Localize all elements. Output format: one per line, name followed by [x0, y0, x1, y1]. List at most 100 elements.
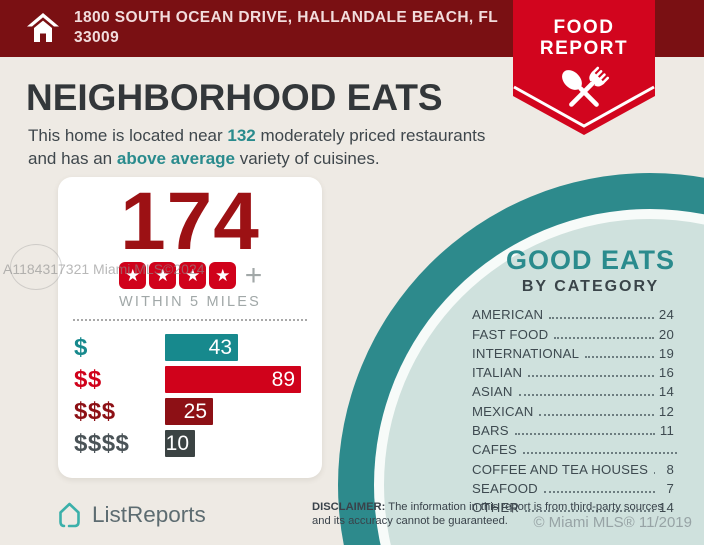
intro-post: variety of cuisines.	[235, 149, 380, 168]
dotted-leader	[543, 490, 655, 493]
disclaimer-label: DISCLAIMER:	[312, 501, 386, 513]
dotted-leader	[525, 510, 654, 513]
category-row: BARS 11	[472, 419, 674, 438]
category-value: 7	[666, 480, 674, 496]
mls-copyright: © Miami MLS® 11/2019	[533, 514, 692, 531]
dotted-leader	[522, 452, 677, 455]
address-line1: 1800 SOUTH OCEAN DRIVE, HALLANDALE BEACH…	[74, 9, 499, 26]
dotted-leader	[654, 471, 655, 474]
price-tier-bar: 89	[165, 366, 301, 393]
dotted-leader	[514, 433, 655, 436]
dotted-leader	[585, 355, 654, 358]
category-row: ITALIAN 16	[472, 361, 674, 380]
category-value: 16	[658, 365, 674, 381]
category-label: FAST FOOD	[472, 326, 549, 342]
star-icon: ★	[119, 262, 147, 289]
dotted-leader	[539, 413, 654, 416]
category-row: AMERICAN 24	[472, 303, 674, 322]
ribbon-shape	[513, 0, 655, 135]
dotted-leader	[554, 336, 654, 339]
total-restaurants: 174	[120, 176, 260, 267]
intro-paragraph: This home is located near 132 moderately…	[28, 124, 506, 170]
watermark-circle	[10, 244, 62, 290]
category-value: 20	[658, 326, 674, 342]
badge-line1: FOOD	[553, 17, 615, 38]
category-row: SEAFOOD 7	[472, 477, 674, 496]
listreports-logo-icon	[59, 502, 80, 528]
category-row: COFFEE AND TEA HOUSES 8	[472, 457, 674, 477]
price-tier-bar: 10	[165, 430, 195, 457]
price-tier-label: $	[74, 333, 88, 361]
plus-icon: +	[244, 258, 263, 292]
disclaimer-text: The information in this report is from t…	[312, 501, 664, 527]
category-label: CAFES	[472, 442, 517, 458]
intro-mid: moderately priced restaurants and has an	[28, 126, 486, 168]
category-list: AMERICAN 24 FAST FOOD 20 INTERNATIONAL 19 I…	[472, 303, 677, 515]
category-label: AMERICAN	[472, 307, 544, 323]
dotted-divider	[73, 319, 307, 321]
category-row: OTHER 14	[472, 496, 674, 515]
badge-text: FOOD REPORT	[513, 17, 655, 59]
category-row: FAST FOOD 20	[472, 322, 674, 342]
bar-value: 10	[165, 431, 189, 455]
category-panel-header: GOOD EATS BY CATEGORY	[468, 246, 704, 297]
star-icon: ★	[179, 262, 207, 289]
price-tier-label: $$	[74, 365, 102, 393]
price-tier-bar-chart: $ 43 $$ 89 $$$ 25 $$$$ 10	[74, 334, 310, 462]
price-tier-bar: 25	[165, 398, 213, 425]
radius-caption: WITHIN 5 MILES	[119, 294, 261, 310]
category-label: ITALIAN	[472, 365, 523, 381]
category-row: CAFES	[472, 438, 696, 457]
category-label: ASIAN	[472, 384, 513, 400]
category-label: COFFEE AND TEA HOUSES	[472, 461, 649, 477]
category-value: 24	[658, 307, 674, 323]
category-value: 14	[658, 384, 674, 400]
category-value: 11	[659, 423, 674, 439]
page-title: NEIGHBORHOOD EATS	[26, 77, 443, 118]
mls-watermark: A1184317321 Miami MLS©2024	[3, 261, 205, 277]
category-panel-subtitle: BY CATEGORY	[521, 278, 660, 295]
price-tier-label: $$$	[74, 397, 116, 425]
disclaimer: DISCLAIMER: The information in this repo…	[312, 501, 668, 528]
restaurant-stats-card: 174 ★ ★ ★ ★ + WITHIN 5 MILES $ 43 $$ 89 …	[58, 177, 322, 478]
category-label: SEAFOOD	[472, 480, 538, 496]
price-tier-row: $$$ 25	[74, 398, 310, 425]
category-value: 14	[658, 500, 674, 516]
dotted-leader	[518, 394, 654, 397]
brand-name: ListReports	[92, 501, 206, 527]
category-label: INTERNATIONAL	[472, 345, 580, 361]
price-tier-row: $$$$ 10	[74, 430, 310, 457]
home-icon	[27, 13, 59, 42]
intro-pre: This home is located near	[28, 126, 228, 145]
price-tier-bar: 43	[165, 334, 238, 361]
property-address: 1800 SOUTH OCEAN DRIVE, HALLANDALE BEACH…	[74, 8, 510, 48]
star-icon: ★	[209, 262, 237, 289]
address-line2: 33009	[74, 29, 120, 46]
bar-value: 25	[183, 399, 207, 423]
variety-highlight: above average	[116, 149, 235, 168]
price-tier-row: $ 43	[74, 334, 310, 361]
crossed-spoon-fork-icon	[562, 66, 610, 107]
listreports-brand: ListReports	[56, 500, 206, 529]
category-row: ASIAN 14	[472, 380, 674, 399]
restaurant-count: 132	[227, 126, 256, 145]
category-value: 19	[658, 345, 674, 361]
bar-value: 89	[271, 367, 295, 391]
price-tier-row: $$ 89	[74, 366, 310, 393]
bar-value: 43	[208, 335, 232, 359]
category-label: MEXICAN	[472, 403, 534, 419]
star-icon: ★	[149, 262, 177, 289]
price-tier-label: $$$$	[74, 429, 130, 457]
category-label: BARS	[472, 423, 509, 439]
rating-stars: ★ ★ ★ ★ +	[58, 258, 322, 292]
category-row: INTERNATIONAL 19	[472, 342, 674, 361]
category-row: MEXICAN 12	[472, 399, 674, 419]
category-value: 8	[666, 461, 674, 477]
dotted-leader	[528, 375, 654, 378]
dotted-leader	[549, 317, 654, 320]
category-value: 12	[658, 403, 674, 419]
badge-line2: REPORT	[539, 38, 629, 59]
category-panel-title: GOOD EATS	[505, 245, 675, 275]
food-report-badge: FOOD REPORT	[513, 0, 655, 136]
